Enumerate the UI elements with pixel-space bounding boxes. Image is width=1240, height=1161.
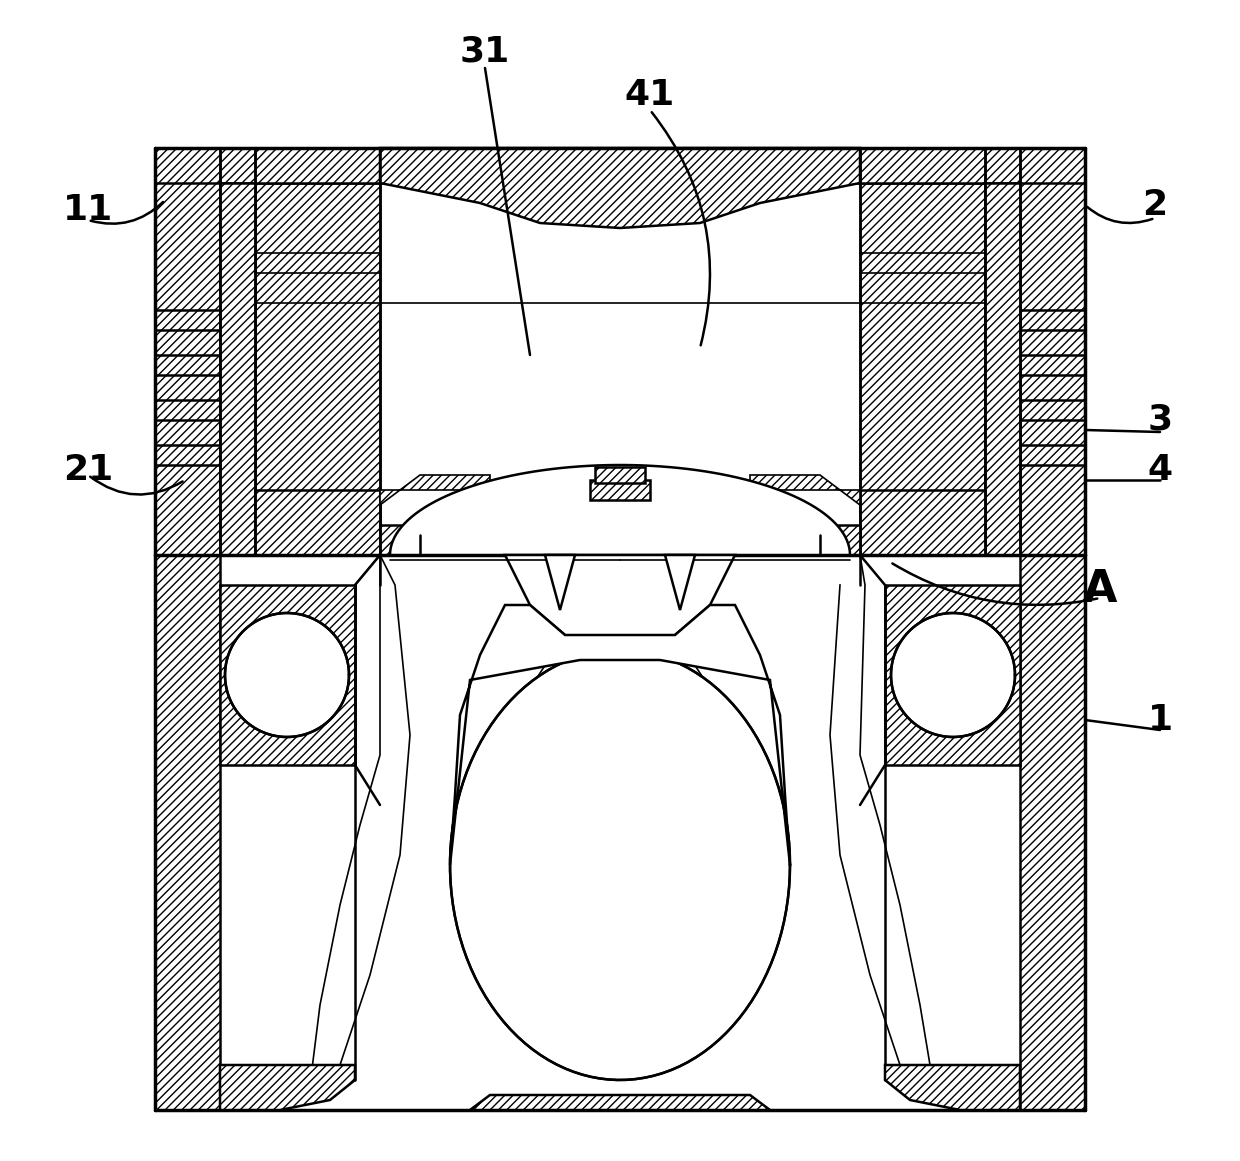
Text: 2: 2 xyxy=(1142,188,1168,222)
Polygon shape xyxy=(255,490,379,555)
Polygon shape xyxy=(885,1065,1021,1110)
Polygon shape xyxy=(885,585,1021,765)
Polygon shape xyxy=(155,147,1085,183)
Polygon shape xyxy=(665,555,694,610)
Polygon shape xyxy=(590,479,650,500)
Polygon shape xyxy=(861,490,985,555)
Polygon shape xyxy=(450,605,790,865)
Polygon shape xyxy=(505,555,735,655)
Polygon shape xyxy=(219,183,255,555)
Polygon shape xyxy=(155,555,219,1110)
Polygon shape xyxy=(546,555,575,610)
Polygon shape xyxy=(1021,147,1085,555)
Polygon shape xyxy=(892,613,1016,737)
Text: 3: 3 xyxy=(1147,403,1173,437)
Polygon shape xyxy=(255,147,379,183)
Polygon shape xyxy=(379,475,490,505)
Polygon shape xyxy=(750,475,861,505)
Polygon shape xyxy=(255,183,379,555)
FancyArrowPatch shape xyxy=(1087,207,1152,223)
Polygon shape xyxy=(1021,555,1085,1110)
FancyArrowPatch shape xyxy=(652,113,711,345)
Polygon shape xyxy=(861,183,985,555)
FancyArrowPatch shape xyxy=(893,563,1097,605)
Polygon shape xyxy=(391,466,849,555)
FancyArrowPatch shape xyxy=(91,202,162,224)
Text: 11: 11 xyxy=(63,193,113,228)
Polygon shape xyxy=(985,183,1021,555)
Polygon shape xyxy=(470,1095,770,1110)
Polygon shape xyxy=(861,147,985,183)
Text: 31: 31 xyxy=(460,35,510,68)
Polygon shape xyxy=(155,147,219,555)
Polygon shape xyxy=(224,613,348,737)
Polygon shape xyxy=(379,525,861,555)
Polygon shape xyxy=(595,467,645,483)
Text: A: A xyxy=(1083,569,1117,612)
Text: 41: 41 xyxy=(625,78,675,111)
Text: 21: 21 xyxy=(63,453,113,486)
FancyArrowPatch shape xyxy=(91,477,182,495)
Polygon shape xyxy=(219,585,355,765)
Polygon shape xyxy=(450,650,790,1080)
Polygon shape xyxy=(379,147,861,228)
Text: 4: 4 xyxy=(1147,453,1173,486)
Text: 1: 1 xyxy=(1147,704,1173,737)
Polygon shape xyxy=(219,1065,355,1110)
